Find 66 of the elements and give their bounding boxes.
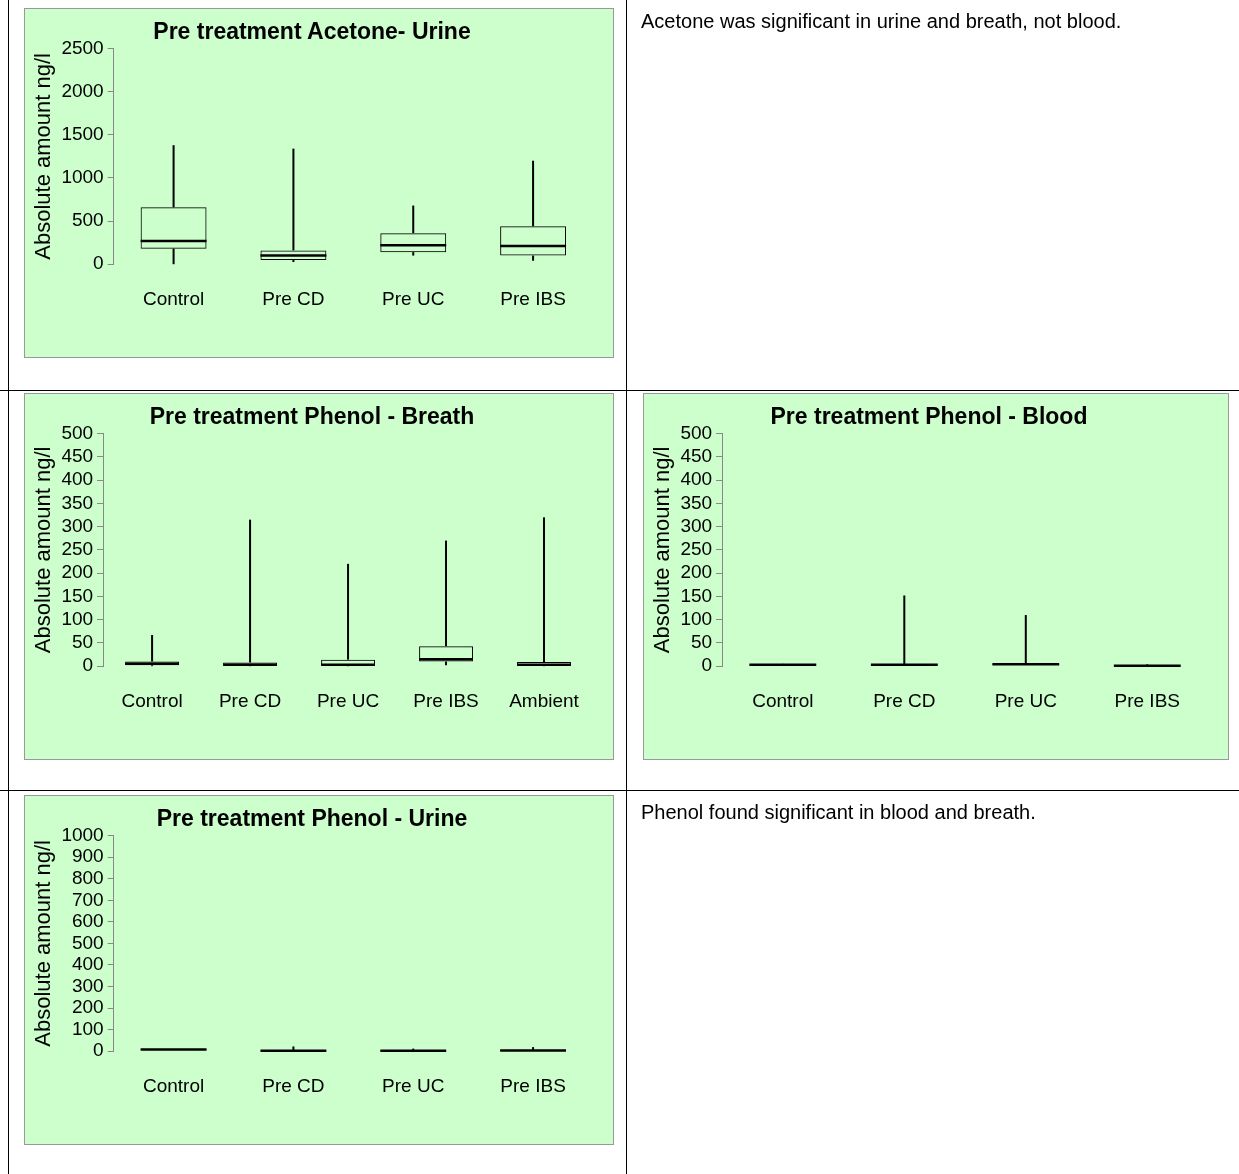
y-tick-label: 450	[680, 445, 713, 467]
y-tick-label: 200	[71, 996, 104, 1018]
x-tick-label: Pre UC	[382, 1074, 445, 1096]
y-tick-label: 50	[690, 631, 713, 653]
x-tick-label: Pre CD	[262, 1074, 325, 1096]
text: Acetone was significant in urine and breath, not blood.	[641, 9, 1123, 34]
x-tick-label: Pre CD	[873, 689, 936, 711]
y-tick-label: 350	[61, 491, 94, 513]
y-tick-label: 600	[71, 910, 104, 932]
y-tick-label: 250	[61, 538, 94, 560]
y-tick-label: 200	[61, 561, 94, 583]
y-tick-label: 500	[680, 421, 713, 443]
y-tick-label: 500	[71, 931, 104, 953]
x-tick-label: Pre CD	[262, 287, 325, 309]
chart-title: Pre treatment Phenol - Breath	[149, 403, 475, 430]
y-tick-label: 200	[680, 561, 713, 583]
x-tick-label: Pre IBS	[1114, 689, 1180, 711]
y-axis-title: Absolute amount ng/l	[30, 53, 56, 260]
y-tick-label: 350	[680, 491, 713, 513]
x-tick-label: Pre UC	[316, 689, 380, 711]
y-tick-label: 250	[680, 538, 713, 560]
chart-title: Pre treatment Acetone- Urine	[153, 18, 471, 45]
y-tick-label: 100	[680, 607, 713, 629]
y-axis-title: Absolute amount ng/l	[30, 840, 56, 1047]
y-tick-label: 450	[61, 445, 94, 467]
y-tick-label: 400	[680, 468, 713, 490]
y-tick-label: 0	[701, 654, 713, 676]
x-tick-label: Pre IBS	[413, 689, 479, 711]
y-tick-label: 0	[93, 1039, 104, 1061]
y-tick-label: 0	[82, 654, 94, 676]
x-tick-label: Ambient	[509, 689, 580, 711]
y-tick-label: 1500	[61, 123, 104, 145]
y-tick-label: 100	[61, 607, 94, 629]
y-tick-label: 900	[71, 845, 104, 867]
chart-title: Pre treatment Phenol - Blood	[770, 403, 1088, 430]
y-tick-label: 1000	[61, 166, 104, 188]
y-tick-label: 50	[71, 631, 94, 653]
x-tick-label: Pre IBS	[500, 1074, 566, 1096]
x-tick-label: Control	[121, 689, 183, 711]
y-tick-label: 500	[71, 209, 104, 231]
y-tick-label: 100	[71, 1017, 104, 1039]
y-tick-label: 500	[61, 421, 94, 443]
text: Phenol found significant in blood and breath.	[641, 800, 1037, 825]
y-tick-label: 800	[71, 866, 104, 888]
y-tick-label: 400	[71, 953, 104, 975]
y-tick-label: 2000	[61, 79, 104, 101]
y-axis-title: Absolute amount ng/l	[30, 446, 56, 654]
x-tick-label: Control	[142, 287, 205, 309]
x-tick-label: Pre UC	[382, 287, 445, 309]
y-tick-label: 400	[61, 468, 94, 490]
y-tick-label: 700	[71, 888, 104, 910]
x-tick-label: Pre IBS	[500, 287, 566, 309]
y-tick-label: 150	[61, 584, 94, 606]
x-tick-label: Pre UC	[994, 689, 1057, 711]
x-tick-label: Pre CD	[218, 689, 282, 711]
x-tick-label: Control	[752, 689, 814, 711]
y-tick-label: 150	[680, 584, 713, 606]
y-tick-label: 1000	[61, 823, 104, 845]
y-tick-label: 0	[93, 252, 104, 274]
chart-title: Pre treatment Phenol - Urine	[156, 805, 468, 832]
y-axis-title: Absolute amount ng/l	[649, 446, 675, 654]
x-tick-label: Control	[142, 1074, 205, 1096]
y-tick-label: 300	[680, 514, 713, 536]
y-tick-label: 300	[61, 514, 94, 536]
y-tick-label: 300	[71, 974, 104, 996]
y-tick-label: 2500	[61, 36, 104, 58]
